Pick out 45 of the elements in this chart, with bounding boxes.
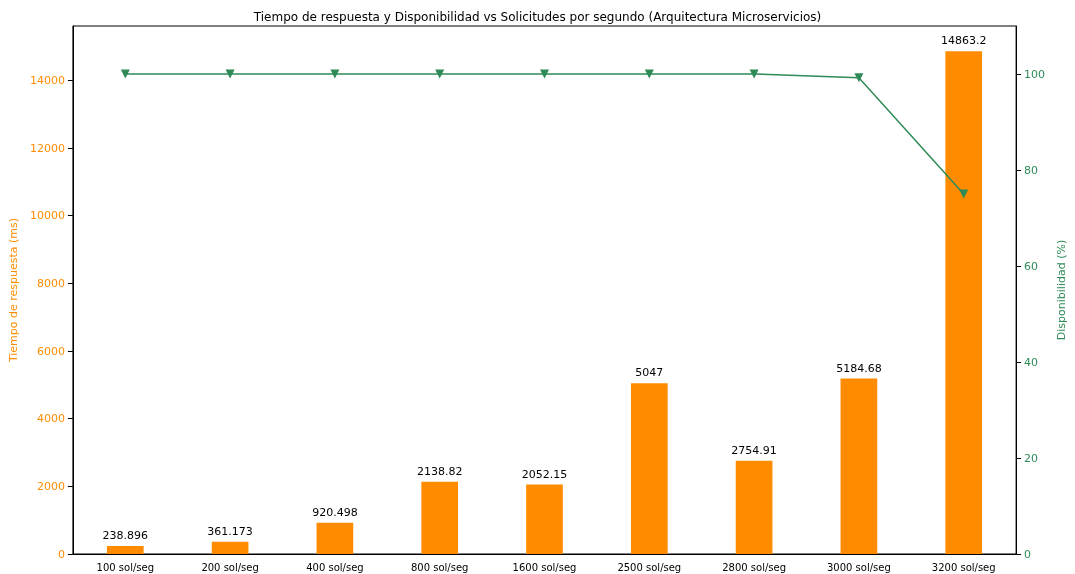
- data-label: 2754.91: [731, 443, 777, 457]
- y-axis-title: Tiempo de respuesta (ms): [7, 217, 20, 364]
- y-tick-label: 6000: [36, 344, 65, 358]
- x-tick-label: 400 sol/seg: [306, 561, 364, 573]
- y2-tick-label: 60: [1024, 259, 1039, 273]
- bar: [945, 51, 983, 554]
- chart-title: Tiempo de respuesta y Disponibilidad vs Solicitudes por segundo (Arquitectura Microservicios): [252, 10, 822, 24]
- bar: [106, 545, 144, 554]
- y-tick-label: 4000: [36, 412, 65, 426]
- bar: [316, 522, 354, 554]
- y2-tick-label: 0: [1024, 547, 1032, 561]
- bar: [735, 460, 773, 554]
- x-tick-label: 2500 sol/seg: [617, 561, 682, 573]
- x-tick-label: 3200 sol/seg: [931, 561, 996, 573]
- x-tick-label: 1600 sol/seg: [512, 561, 577, 573]
- bar: [421, 481, 459, 554]
- data-label: 14863.2: [940, 34, 987, 48]
- y-tick-label: 14000: [29, 73, 65, 87]
- data-label: 920.498: [312, 505, 358, 519]
- bar: [211, 541, 249, 554]
- data-label: 2052.15: [521, 467, 568, 481]
- data-label: 5047: [635, 366, 664, 380]
- x-tick-label: 2800 sol/seg: [722, 561, 787, 573]
- y2-tick-label: 20: [1024, 451, 1039, 465]
- x-tick-label: 800 sol/seg: [410, 561, 469, 573]
- y2-tick-label: 100: [1024, 67, 1046, 81]
- y-tick-label: 12000: [29, 141, 65, 155]
- x-tick-label: 200 sol/seg: [201, 561, 259, 573]
- y2-tick-label: 40: [1024, 355, 1039, 369]
- y2-tick-label: 80: [1024, 163, 1039, 177]
- data-label: 238.896: [102, 528, 149, 542]
- y-tick-label: 2000: [36, 479, 65, 493]
- data-label: 2138.82: [416, 464, 463, 478]
- data-label: 361.173: [207, 524, 253, 538]
- bar: [630, 383, 668, 554]
- y-tick-label: 10000: [29, 209, 65, 223]
- bar: [526, 484, 563, 554]
- y-tick-label: 8000: [36, 276, 65, 290]
- point: [854, 73, 864, 83]
- x-tick-label: 100 sol/seg: [96, 561, 155, 573]
- y2-axis-title: Disponibilidad (%): [1055, 239, 1068, 341]
- y-tick-label: 0: [57, 547, 65, 561]
- bar: [840, 378, 878, 554]
- data-label: 5184.68: [836, 361, 882, 375]
- x-tick-label: 3000 sol/seg: [826, 561, 891, 573]
